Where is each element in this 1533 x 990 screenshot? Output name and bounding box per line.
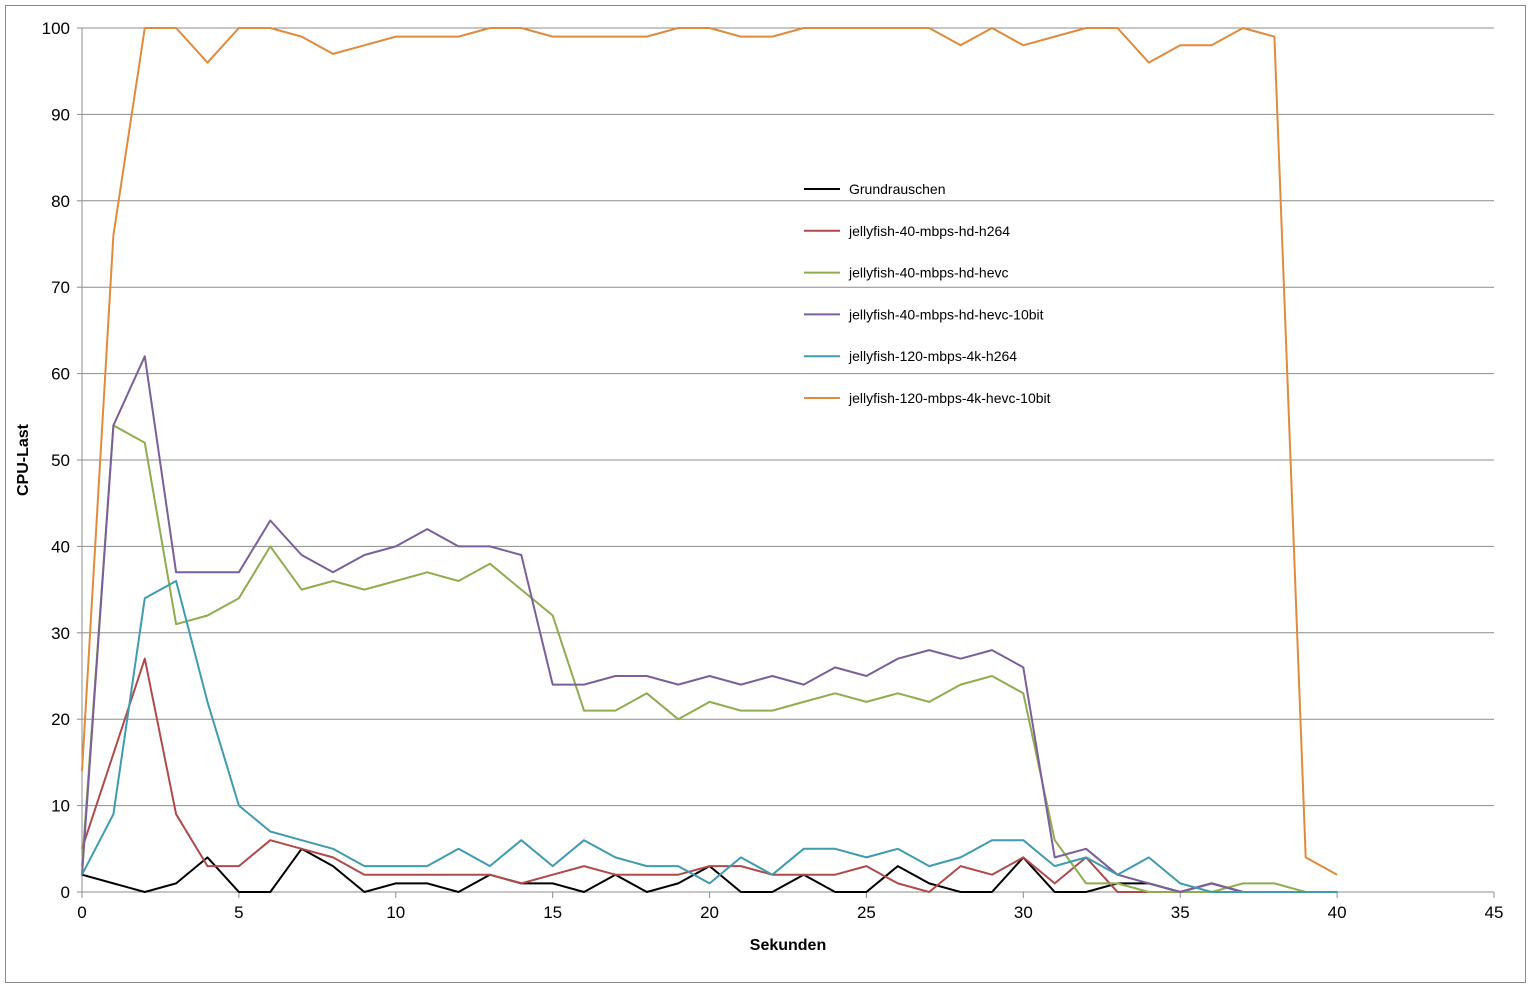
x-tick-label: 35 xyxy=(1171,903,1190,922)
x-tick-label: 15 xyxy=(543,903,562,922)
legend-label: jellyfish-120-mbps-4k-h264 xyxy=(848,348,1017,364)
y-tick-label: 90 xyxy=(51,105,70,124)
y-tick-label: 20 xyxy=(51,710,70,729)
y-tick-label: 10 xyxy=(51,797,70,816)
x-tick-label: 20 xyxy=(700,903,719,922)
y-tick-label: 70 xyxy=(51,278,70,297)
series-lines xyxy=(81,27,1338,893)
legend-label: Grundrauschen xyxy=(849,181,946,197)
y-tick-label: 100 xyxy=(42,19,70,38)
x-axis-title: Sekunden xyxy=(750,937,826,954)
series-line-grundrauschen xyxy=(81,847,1338,893)
line-chart: 0 10 20 30 40 50 60 70 80 90 100 0 5 10 15 20 25 30 35 40 45… xyxy=(15,19,1504,954)
series-line-jellyfish-40-mbps-hd-hevc-10bit xyxy=(81,355,1338,893)
y-axis-title: CPU-Last xyxy=(15,423,32,496)
legend-label: jellyfish-40-mbps-hd-h264 xyxy=(848,223,1010,239)
x-tick-label: 45 xyxy=(1485,903,1504,922)
legend: Grundrauschen jellyfish-40-mbps-hd-h264 je… xyxy=(804,181,1051,406)
legend-label: jellyfish-40-mbps-hd-hevc-10bit xyxy=(848,306,1044,322)
legend-label: jellyfish-40-mbps-hd-hevc xyxy=(848,265,1009,281)
y-tick-label: 80 xyxy=(51,192,70,211)
y-tick-label: 50 xyxy=(51,451,70,470)
legend-label: jellyfish-120-mbps-4k-hevc-10bit xyxy=(848,390,1051,406)
y-tick-label: 40 xyxy=(51,537,70,556)
series-line-jellyfish-40-mbps-hd-hevc xyxy=(81,424,1338,893)
tick-labels: 0 10 20 30 40 50 60 70 80 90 100 0 5 10 15 20 25 30 35 40 45 xyxy=(42,19,1504,922)
axes xyxy=(77,27,1495,898)
y-tick-label: 30 xyxy=(51,624,70,643)
series-line-jellyfish-120-mbps-4k-h264 xyxy=(81,580,1338,893)
chart-frame: 0 10 20 30 40 50 60 70 80 90 100 0 5 10 15 20 25 30 35 40 45… xyxy=(5,5,1526,983)
x-tick-label: 40 xyxy=(1328,903,1347,922)
series-line-jellyfish-40-mbps-hd-h264 xyxy=(81,657,1338,893)
x-tick-label: 5 xyxy=(234,903,243,922)
y-tick-label: 0 xyxy=(61,883,70,902)
y-tick-label: 60 xyxy=(51,365,70,384)
x-tick-label: 30 xyxy=(1014,903,1033,922)
gridlines xyxy=(82,27,1494,807)
x-tick-label: 25 xyxy=(857,903,876,922)
x-tick-label: 0 xyxy=(77,903,86,922)
x-tick-label: 10 xyxy=(386,903,405,922)
series-line-jellyfish-120-mbps-4k-hevc-10bit xyxy=(81,27,1338,876)
